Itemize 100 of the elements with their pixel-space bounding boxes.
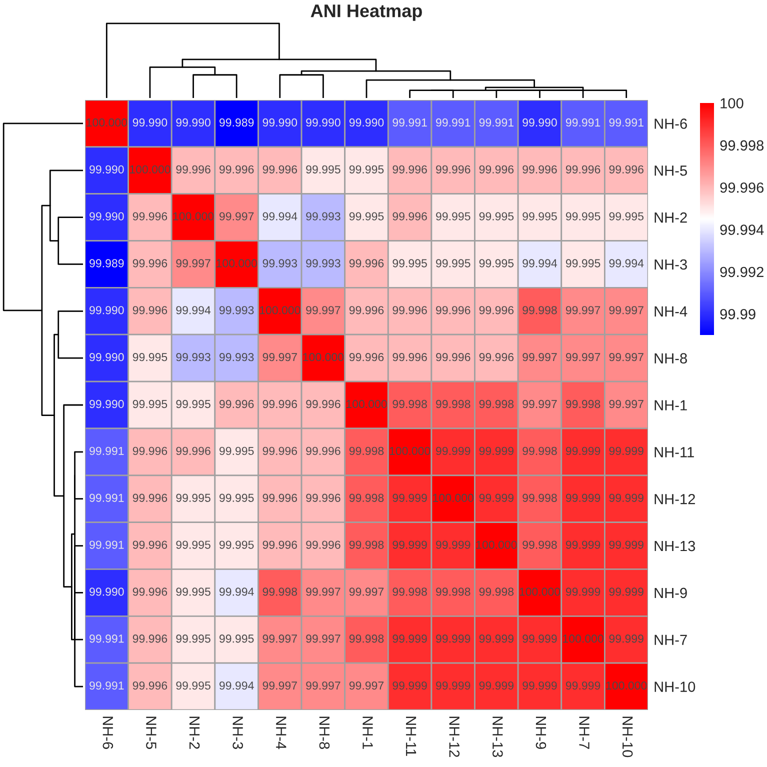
data-label: 99.996 [566,165,600,174]
data-label: 99.999 [392,681,427,690]
x-tick-label: NH-11 [406,716,416,756]
data-label: 99.997 [566,306,600,314]
data-label: 99.995 [609,212,644,220]
data-label: 99.999 [566,588,600,596]
data-label: 99.996 [392,353,427,362]
y-tick-label: NH-4 [654,306,688,316]
color-bar-label: 99.998 [720,140,764,151]
data-label: 99.996 [392,212,427,220]
data-label: 99.998 [262,588,298,596]
data-label: 99.993 [306,259,340,268]
data-label: 99.996 [479,353,514,362]
data-label: 99.990 [262,118,298,127]
data-label: 99.997 [349,681,384,690]
data-label: 99.999 [392,540,427,549]
y-tick-label: NH-9 [654,588,687,598]
data-label: 99.999 [392,494,427,502]
data-label: 99.991 [90,681,124,690]
data-label: 99.996 [132,494,168,502]
data-label: 99.998 [522,540,557,549]
data-label: 99.993 [219,306,254,314]
data-label: 99.999 [566,681,600,690]
data-label: 99.991 [90,446,124,456]
data-label: 99.998 [392,400,427,408]
data-label: 100.000 [303,353,344,362]
data-label: 99.999 [566,494,600,502]
data-label: 99.999 [609,540,644,549]
data-label: 99.997 [176,259,210,268]
data-label: 99.994 [219,588,254,596]
x-tick-label: NH-5 [146,716,156,749]
data-label: 99.996 [436,165,470,174]
data-label: 99.991 [90,540,124,549]
data-label: 99.993 [219,353,254,362]
data-label: 99.995 [479,212,514,220]
y-tick-label: NH-11 [654,447,694,458]
data-label: 99.996 [262,446,298,456]
data-label: 99.995 [566,259,600,268]
data-label: 99.990 [90,165,124,174]
data-label: 99.999 [479,634,514,643]
data-label: 99.996 [262,165,298,174]
data-label: 99.999 [609,446,644,456]
color-bar-label: 99.99 [720,309,756,320]
data-label: 99.995 [132,353,168,362]
data-label: 99.996 [306,494,340,502]
data-label: 99.997 [609,353,644,362]
color-bar-label: 100 [720,98,744,108]
data-label: 99.999 [566,446,600,456]
data-label: 99.997 [262,634,297,643]
data-label: 99.996 [436,306,470,314]
data-label: 99.998 [349,540,384,549]
x-tick-label: NH-4 [276,716,286,750]
data-label: 99.996 [132,540,168,549]
data-label: 99.995 [436,212,470,220]
x-tick-label: NH-2 [190,716,200,749]
data-label: 99.998 [522,494,557,502]
data-label: 100.000 [130,165,170,174]
x-tick-label: NH-6 [102,716,114,749]
data-label: 99.998 [349,446,384,456]
data-label: 99.996 [132,446,168,456]
data-label: 99.995 [219,634,254,643]
data-label: 99.997 [609,306,644,314]
data-label: 99.995 [349,212,384,220]
data-label: 99.999 [522,634,557,643]
data-label: 99.996 [132,588,168,596]
data-label: 99.996 [219,400,254,408]
data-label: 99.998 [522,306,557,314]
color-bar-label: 99.994 [720,224,764,235]
data-label: 99.998 [349,494,384,502]
data-label: 99.995 [436,259,470,268]
data-label: 99.997 [306,681,340,690]
data-label: 99.993 [306,212,340,220]
data-label: 99.998 [349,634,384,643]
data-label: 99.999 [479,494,514,502]
data-label: 99.989 [90,259,124,268]
x-tick-label: NH-13 [492,716,503,758]
data-label: 99.989 [219,118,254,127]
data-label: 99.994 [219,681,254,690]
data-label: 99.990 [522,118,557,127]
data-label: 100.000 [260,306,300,314]
data-label: 99.997 [349,588,384,596]
data-label: 99.999 [609,634,644,643]
chart-title: ANI Heatmap [310,4,422,21]
x-tick-label: NH-12 [449,716,460,757]
data-label: 99.996 [132,212,168,220]
data-label: 100.000 [520,588,560,596]
y-tick-label: NH-1 [654,400,687,410]
data-label: 99.996 [436,353,470,362]
x-tick-label: NH-7 [579,716,590,749]
data-label: 99.998 [522,446,557,456]
data-label: 99.997 [262,681,297,690]
y-tick-label: NH-2 [654,212,687,223]
data-label: 99.994 [176,306,211,314]
data-label: 99.996 [262,494,298,502]
data-label: 100.000 [346,400,387,408]
data-label: 99.994 [262,212,298,220]
data-label: 99.995 [349,165,384,174]
data-label: 99.990 [90,400,124,408]
data-label: 99.996 [479,165,514,174]
data-label: 99.995 [176,494,210,502]
